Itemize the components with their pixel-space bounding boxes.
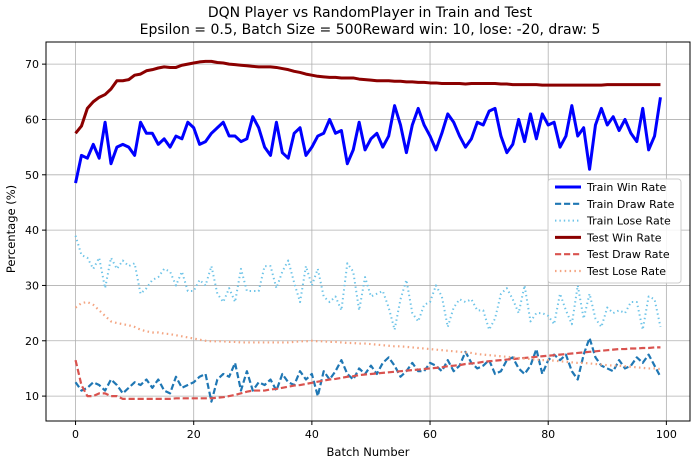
series-line-6: [74, 300, 661, 371]
legend-label: Train Win Rate: [586, 181, 667, 194]
x-tick-label: 0: [72, 428, 79, 441]
series-line-4: [74, 59, 661, 135]
y-axis-label: Percentage (%): [4, 185, 18, 273]
axis-ticks: 0 20 40 60 80 100 10 20 30 40 50 60 70: [25, 58, 677, 441]
plot-frame: [45, 41, 691, 422]
x-tick-label: 60: [423, 428, 437, 441]
y-tick-label: 30: [25, 279, 39, 292]
series-line-5: [74, 346, 661, 400]
x-tick-label: 100: [656, 428, 677, 441]
legend-label: Test Win Rate: [586, 231, 662, 244]
y-tick-label: 40: [25, 224, 39, 237]
chart-title-line-1: DQN Player vs RandomPlayer in Train and …: [208, 5, 533, 21]
y-tick-label: 20: [25, 335, 39, 348]
legend-label: Train Lose Rate: [586, 215, 671, 228]
x-tick-label: 80: [541, 428, 555, 441]
y-tick-label: 70: [25, 58, 39, 71]
x-tick-label: 40: [305, 428, 319, 441]
x-tick-label: 20: [187, 428, 201, 441]
legend-label: Train Draw Rate: [586, 198, 675, 211]
legend: Train Win Rate Train Draw Rate Train Lose …: [547, 178, 682, 284]
series-lines: [74, 59, 662, 403]
y-tick-label: 10: [25, 390, 39, 403]
y-tick-label: 60: [25, 113, 39, 126]
legend-label: Test Draw Rate: [586, 248, 670, 261]
series-line-1: [74, 97, 662, 184]
chart-title-line-2: Epsilon = 0.5, Batch Size = 500Reward wi…: [140, 22, 601, 38]
x-axis-label: Batch Number: [327, 445, 410, 459]
legend-box: [547, 178, 682, 284]
legend-label: Test Lose Rate: [586, 265, 666, 278]
series-line-2: [74, 336, 662, 403]
y-tick-label: 50: [25, 169, 39, 182]
